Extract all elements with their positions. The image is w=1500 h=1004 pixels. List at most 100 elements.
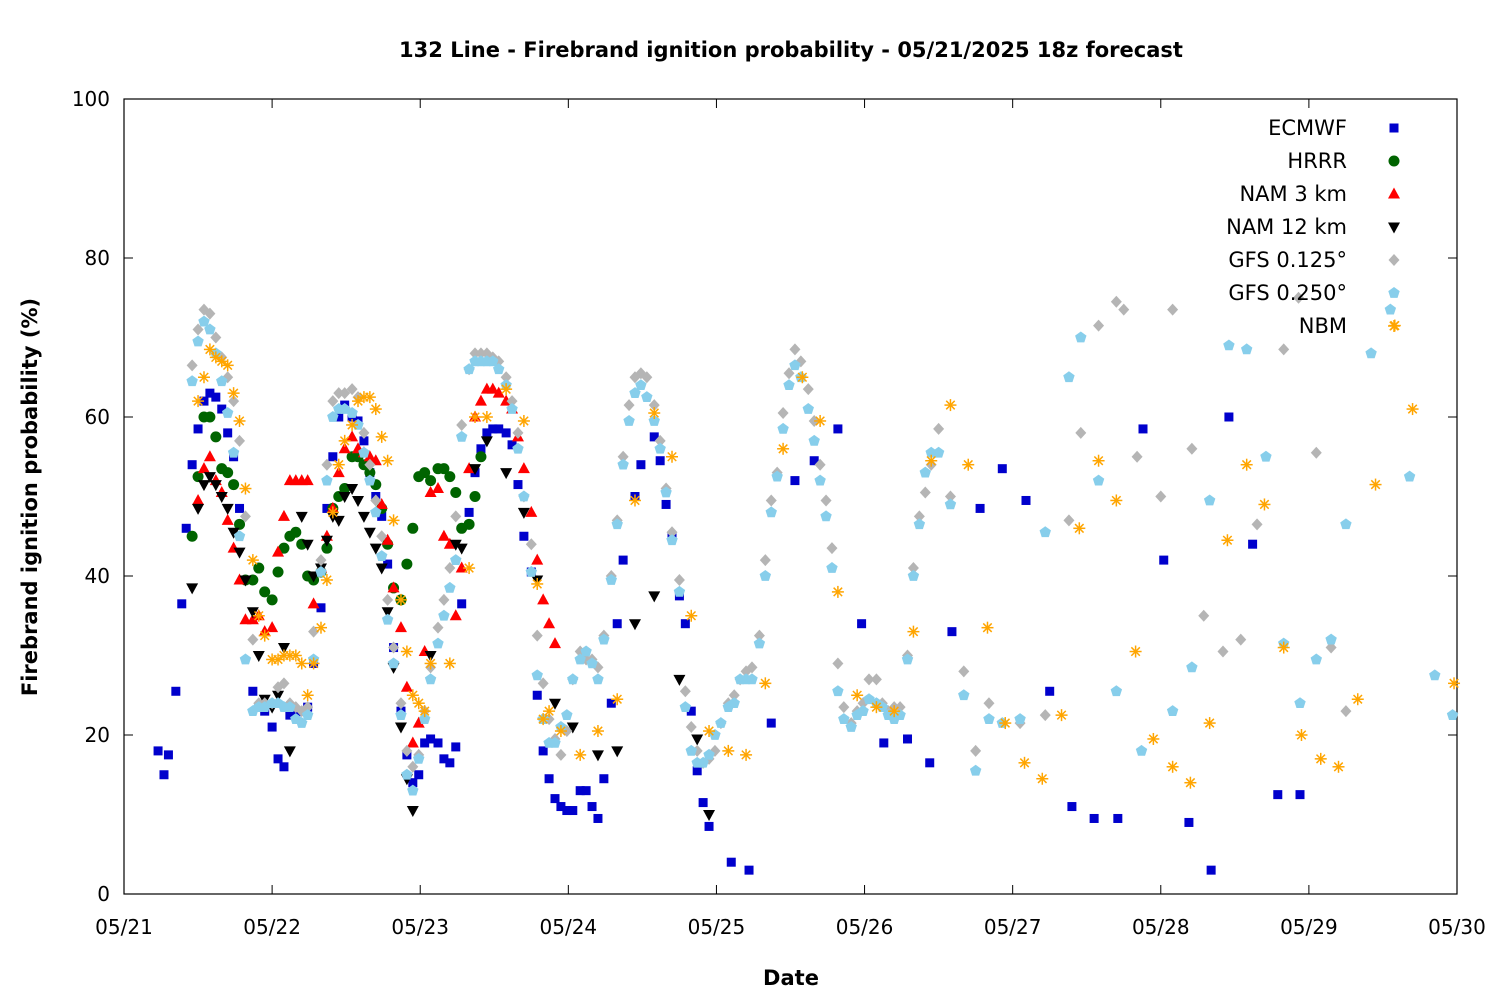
data-point-hrrr	[210, 431, 222, 443]
data-point-hrrr	[259, 586, 271, 598]
data-point-gfs-0-125	[555, 748, 567, 761]
data-point-gfs-0-125	[339, 387, 351, 400]
data-point-gfs-0-125	[186, 359, 198, 372]
data-point-ecmwf	[538, 746, 548, 756]
data-point-nbm	[777, 442, 790, 455]
y-tick-label: 80	[85, 246, 110, 270]
data-point-ecmwf	[562, 806, 572, 816]
data-point-gfs-0-250	[1166, 705, 1179, 716]
data-point-nbm	[888, 705, 901, 718]
data-point-ecmwf	[1089, 813, 1099, 823]
series-nbm	[192, 319, 1461, 789]
x-tick-label: 05/27	[984, 915, 1042, 939]
data-point-gfs-0-125	[1235, 633, 1247, 646]
data-point-gfs-0-125	[685, 721, 697, 734]
data-point-gfs-0-125	[1155, 490, 1167, 503]
data-point-nam-12-km	[469, 464, 482, 476]
data-point-nbm	[1147, 732, 1160, 745]
data-point-gfs-0-250	[239, 653, 252, 665]
data-point-ecmwf	[879, 738, 889, 748]
data-point-gfs-0-125	[1325, 641, 1337, 654]
data-point-ecmwf	[1159, 555, 1169, 565]
x-tick-label: 05/24	[540, 915, 598, 939]
data-point-gfs-0-250	[703, 748, 715, 760]
data-point-gfs-0-125	[346, 383, 358, 396]
data-point-gfs-0-125	[407, 760, 419, 773]
data-point-nam-12-km	[346, 484, 359, 496]
data-point-hrrr	[253, 562, 265, 574]
data-point-nam-12-km	[673, 674, 686, 686]
data-point-gfs-0-250	[1092, 474, 1105, 486]
data-point-ecmwf	[451, 742, 461, 752]
data-point-gfs-0-250	[1365, 347, 1377, 359]
data-point-ecmwf	[532, 690, 542, 700]
data-point-gfs-0-125	[1075, 426, 1087, 439]
data-point-gfs-0-250	[832, 685, 844, 697]
data-point-gfs-0-125	[654, 434, 666, 447]
data-point-nbm	[907, 625, 920, 638]
data-point-ecmwf	[680, 619, 690, 629]
data-point-gfs-0-125	[970, 744, 982, 757]
data-point-nam-3-km	[543, 617, 556, 629]
data-point-nbm	[1036, 772, 1049, 785]
data-point-nam-12-km	[301, 539, 314, 551]
data-point-gfs-0-125	[192, 323, 204, 336]
data-point-nam-3-km	[387, 581, 400, 593]
data-point-gfs-0-125	[333, 387, 345, 400]
data-point-ecmwf	[612, 619, 622, 629]
data-point-ecmwf	[273, 754, 283, 764]
data-point-nbm	[246, 554, 259, 567]
data-point-gfs-0-250	[364, 474, 376, 486]
data-point-gfs-0-125	[1278, 343, 1290, 356]
data-point-gfs-0-250	[1429, 669, 1441, 681]
data-point-ecmwf	[383, 559, 393, 569]
data-point-gfs-0-125	[765, 494, 777, 507]
data-point-ecmwf	[587, 802, 597, 812]
data-point-gfs-0-250	[679, 701, 692, 713]
data-point-gfs-0-125	[308, 625, 320, 638]
data-point-gfs-0-125	[537, 677, 549, 690]
data-point-nbm	[611, 693, 624, 706]
data-point-nam-12-km	[203, 472, 216, 484]
data-point-nbm	[740, 748, 753, 761]
data-point-ecmwf	[1138, 424, 1148, 434]
data-point-nbm	[554, 725, 567, 738]
data-point-gfs-0-250	[221, 407, 234, 418]
data-point-gfs-0-250	[216, 375, 228, 387]
data-point-gfs-0-250	[715, 717, 727, 728]
data-point-ecmwf	[975, 503, 985, 513]
data-point-gfs-0-125	[759, 554, 771, 567]
data-point-nam-12-km	[566, 722, 579, 734]
data-point-gfs-0-250	[387, 657, 400, 669]
data-point-gfs-0-250	[838, 713, 850, 724]
data-point-nam-3-km	[272, 545, 285, 557]
data-point-nam-12-km	[252, 651, 265, 662]
data-point-gfs-0-125	[802, 383, 814, 396]
data-point-nam-3-km	[197, 462, 210, 474]
data-point-ecmwf	[704, 821, 714, 831]
data-point-gfs-0-250	[771, 470, 783, 482]
data-point-nbm	[406, 689, 419, 702]
data-point-nbm	[1110, 494, 1123, 507]
legend-marker-nam-3-km	[1388, 187, 1400, 199]
data-point-nam-3-km	[332, 466, 345, 478]
y-axis-label: Firebrand ignition probability (%)	[18, 298, 42, 696]
data-point-nbm	[469, 411, 482, 423]
x-tick-label: 05/29	[1280, 915, 1338, 939]
data-point-gfs-0-125	[913, 510, 925, 523]
data-point-nbm	[394, 593, 407, 606]
data-point-nbm	[381, 454, 394, 467]
data-point-gfs-0-250	[401, 768, 413, 780]
data-point-gfs-0-125	[958, 665, 970, 678]
data-point-nam-12-km	[648, 591, 661, 603]
data-point-ecmwf	[267, 722, 277, 732]
data-point-gfs-0-250	[444, 581, 456, 593]
data-point-hrrr	[469, 491, 481, 502]
data-point-nbm	[424, 657, 437, 670]
data-point-gfs-0-125	[204, 307, 216, 320]
data-point-hrrr	[419, 467, 431, 479]
data-point-nam-12-km	[277, 643, 290, 655]
data-point-gfs-0-125	[450, 510, 462, 523]
data-point-nbm	[537, 713, 550, 726]
data-point-gfs-0-250	[685, 744, 697, 756]
